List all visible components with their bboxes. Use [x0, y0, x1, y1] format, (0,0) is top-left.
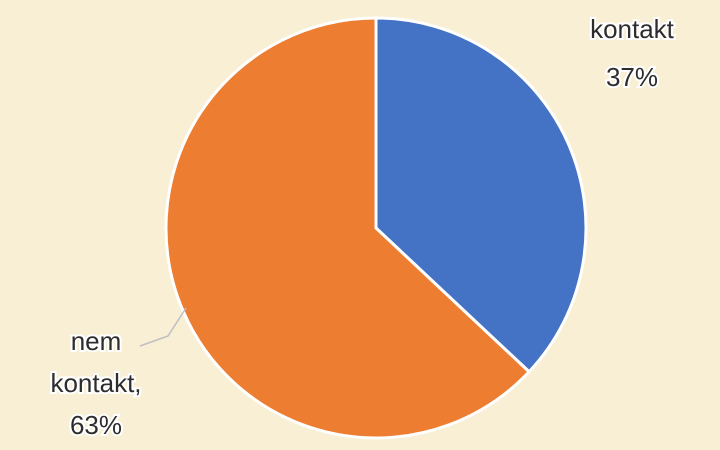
data-label-0-line-0: kontakt: [590, 14, 675, 44]
data-label-1-line-1: kontakt,: [50, 368, 141, 398]
leader-line-1: [139, 307, 187, 347]
data-label-1-line-2: 63%: [70, 410, 122, 440]
data-label-0: kontakt 37%: [590, 14, 675, 92]
pie-slices: [164, 16, 588, 440]
data-labels: kontakt 37% nem kontakt, 63%: [48, 12, 676, 442]
data-label-1-line-0: nem: [71, 326, 122, 356]
leader-lines: [139, 307, 187, 347]
data-label-1: nem kontakt, 63%: [50, 326, 141, 440]
pie-slice-0: [374, 16, 588, 374]
data-label-0-line-1: 37%: [606, 62, 658, 92]
